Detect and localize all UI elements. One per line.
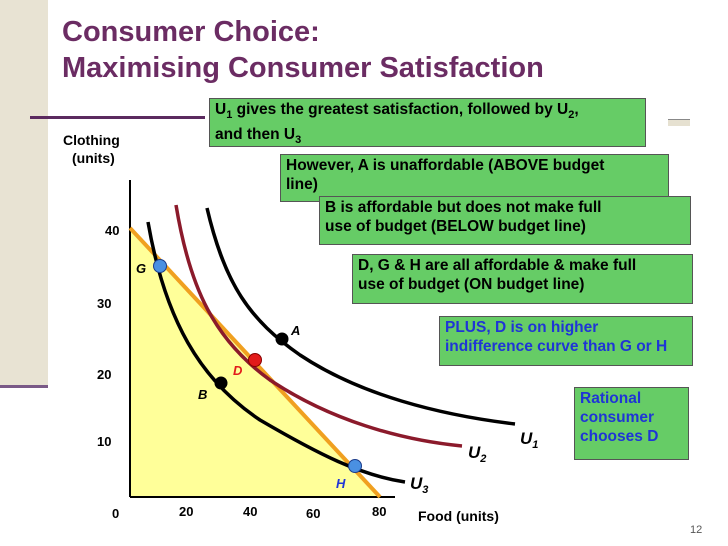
y-axis-title-line1: Clothing [63, 132, 120, 148]
point-a [275, 332, 289, 346]
indifference-curve-u1 [205, 207, 516, 426]
x-tick-20: 20 [179, 504, 193, 519]
callout-a-line1: However, A is unaffordable (ABOVE budget [286, 157, 605, 174]
callout-dgh-on-line: D, G & H are all affordable & make full … [352, 254, 693, 304]
indifference-curve-u2 [174, 204, 463, 448]
x-axis-title: Food (units) [418, 508, 499, 524]
callout-dgh-line1: D, G & H are all affordable & make full [358, 257, 637, 274]
callout-b-line1: B is affordable but does not make full [325, 199, 602, 216]
callout-u-ranking-line2: and then U3 [215, 126, 302, 147]
y-tick-10: 10 [97, 434, 111, 449]
point-b [214, 376, 228, 390]
callout-rational-line2: consumer [580, 409, 655, 426]
callout-rational-line3: chooses D [580, 428, 659, 445]
callout-b-line2: use of budget (BELOW budget line) [325, 218, 586, 235]
callout-d-higher: PLUS, D is on higher indifference curve … [439, 316, 693, 366]
y-tick-40: 40 [105, 223, 119, 238]
label-u3: U3 [410, 474, 428, 496]
label-u2: U2 [468, 443, 486, 465]
left-decor-line [0, 385, 48, 388]
y-tick-20: 20 [97, 367, 111, 382]
point-d [248, 353, 262, 367]
y-axis-title-line2: (units) [72, 150, 115, 166]
callout-u-ranking-line1: U1 gives the greatest satisfaction, foll… [215, 101, 579, 122]
callout-rational-line1: Rational [580, 390, 642, 407]
callout-d-higher-line1: PLUS, D is on higher [445, 319, 599, 336]
callout-dgh-line2: use of budget (ON budget line) [358, 276, 585, 293]
x-tick-80: 80 [372, 504, 386, 519]
point-d-label: D [233, 363, 243, 378]
slide-title: Consumer Choice: Maximising Consumer Sat… [62, 14, 544, 86]
callout-b-below: B is affordable but does not make full u… [319, 196, 691, 245]
callout-rational-choice: Rational consumer chooses D [574, 387, 689, 460]
point-g-label: G [136, 261, 146, 276]
callout-u-ranking: U1 gives the greatest satisfaction, foll… [209, 98, 646, 147]
point-a-label: A [290, 323, 300, 338]
title-line-1: Consumer Choice: [62, 16, 320, 48]
title-line-2: Maximising Consumer Satisfaction [62, 52, 544, 84]
point-h [348, 459, 362, 473]
y-tick-30: 30 [97, 296, 111, 311]
point-g [153, 259, 167, 273]
title-rule [30, 116, 205, 119]
point-h-label: H [336, 476, 346, 491]
callout-a-line2: line) [286, 176, 318, 193]
x-tick-40: 40 [243, 504, 257, 519]
callout-a-unaffordable: However, A is unaffordable (ABOVE budget… [280, 154, 669, 202]
page-number: 12 [690, 524, 703, 536]
callout-d-higher-line2: indifference curve than G or H [445, 338, 668, 355]
point-b-label: B [198, 387, 207, 402]
x-tick-60: 60 [306, 506, 320, 521]
left-decor-bar [0, 0, 48, 385]
x-tick-0: 0 [112, 506, 119, 521]
right-decor-tab [668, 119, 690, 126]
label-u1: U1 [520, 429, 538, 451]
